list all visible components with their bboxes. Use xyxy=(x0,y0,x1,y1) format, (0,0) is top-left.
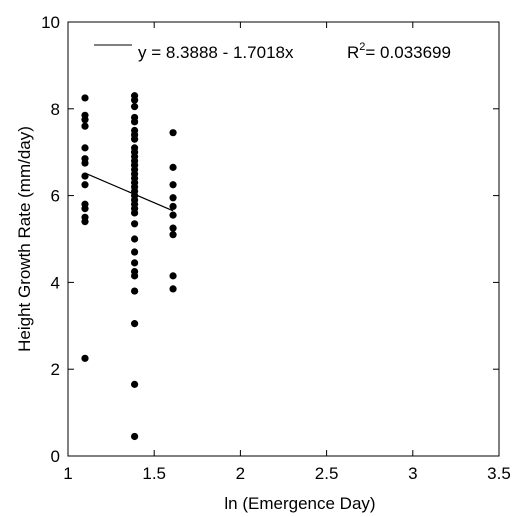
data-point xyxy=(130,118,139,126)
data-point xyxy=(130,380,139,388)
data-point xyxy=(130,103,139,111)
data-point xyxy=(169,202,177,211)
data-point xyxy=(169,285,177,293)
data-point xyxy=(130,272,139,280)
data-point xyxy=(130,287,139,295)
data-points xyxy=(81,92,177,441)
data-point xyxy=(130,320,139,328)
data-point xyxy=(169,194,177,202)
data-point xyxy=(130,135,139,143)
y-tick-label: 2 xyxy=(51,360,60,379)
x-tick-label: 2.5 xyxy=(315,464,339,483)
data-point xyxy=(130,248,139,256)
data-point xyxy=(81,144,89,152)
legend-equation: y = 8.3888 - 1.7018x xyxy=(138,43,294,62)
data-point xyxy=(169,129,177,137)
x-tick-label: 2 xyxy=(236,464,245,483)
regression-line-group xyxy=(84,172,174,212)
y-tick-label: 4 xyxy=(51,273,60,292)
x-tick-label: 1.5 xyxy=(142,464,166,483)
legend-r2-label: R xyxy=(347,43,359,62)
plot-area-border xyxy=(67,21,500,457)
x-tick-label: 3 xyxy=(408,464,417,483)
legend: y = 8.3888 - 1.7018x R2= 0.033699 xyxy=(94,41,451,62)
axis-ticks: 1 1.5 2 2.5 3 3.5 0 2 4 6 8 10 xyxy=(41,13,511,483)
data-point xyxy=(81,181,89,189)
x-axis-title: ln (Emergence Day) xyxy=(224,494,375,513)
data-point xyxy=(130,259,139,267)
y-tick-label: 6 xyxy=(51,187,60,206)
plot-frame xyxy=(67,21,500,457)
data-point xyxy=(130,432,139,441)
data-point xyxy=(81,116,89,124)
legend-r2: R2= 0.033699 xyxy=(347,41,451,62)
legend-r2-value: = 0.033699 xyxy=(365,43,451,62)
data-point xyxy=(81,354,89,362)
data-point xyxy=(169,231,177,239)
data-point xyxy=(169,211,177,219)
data-point xyxy=(169,272,177,280)
data-point xyxy=(81,218,89,226)
data-point xyxy=(81,159,89,167)
data-point xyxy=(130,235,139,243)
y-tick-label: 10 xyxy=(41,13,60,32)
legend-r2-superscript: 2 xyxy=(359,41,365,53)
y-tick-label: 0 xyxy=(51,447,60,466)
x-tick-label: 1 xyxy=(63,464,72,483)
y-tick-label: 8 xyxy=(51,100,60,119)
data-point xyxy=(130,196,139,204)
x-tick-label: 3.5 xyxy=(487,464,511,483)
data-point xyxy=(169,181,177,189)
data-point xyxy=(81,122,89,130)
data-point xyxy=(169,163,177,171)
y-axis-title: Height Growth Rate (mm/day) xyxy=(15,126,34,352)
data-point xyxy=(130,96,139,104)
data-point xyxy=(81,205,89,213)
data-point xyxy=(81,94,89,102)
regression-line xyxy=(84,172,174,212)
data-point xyxy=(130,209,139,217)
data-point xyxy=(169,224,177,232)
data-point xyxy=(130,220,139,228)
